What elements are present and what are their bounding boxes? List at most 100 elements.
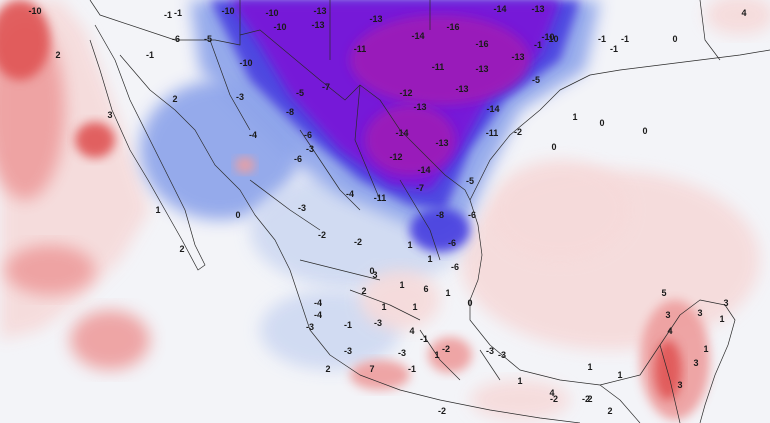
anomaly-value-label: -10: [273, 22, 286, 32]
boundary-line: [209, 39, 251, 131]
anomaly-value-label: 1: [445, 288, 450, 298]
anomaly-value-label: -5: [466, 176, 474, 186]
anomaly-value-label: 0: [467, 298, 472, 308]
anomaly-blob: [470, 380, 570, 420]
anomaly-value-label: -1: [174, 8, 182, 18]
anomaly-value-label: -16: [475, 39, 488, 49]
anomaly-value-label: 2: [55, 50, 60, 60]
anomaly-value-label: -2: [438, 406, 446, 416]
anomaly-value-label: -6: [172, 34, 180, 44]
anomaly-blob: [5, 245, 95, 295]
boundary-line: [299, 259, 381, 281]
anomaly-value-label: -14: [417, 165, 430, 175]
anomaly-value-label: 1: [407, 240, 412, 250]
anomaly-value-label: -16: [446, 22, 459, 32]
boundary-line: [469, 199, 736, 423]
anomaly-blob: [0, 0, 50, 80]
anomaly-value-label: 0: [235, 210, 240, 220]
anomaly-value-label: 1: [703, 344, 708, 354]
anomaly-value-label: 4: [741, 8, 746, 18]
anomaly-value-label: -7: [322, 82, 330, 92]
anomaly-value-label: -1: [598, 34, 606, 44]
anomaly-value-label: 1: [399, 280, 404, 290]
anomaly-value-label: 0: [642, 126, 647, 136]
anomaly-value-label: -1: [420, 334, 428, 344]
anomaly-value-label: -13: [531, 4, 544, 14]
anomaly-value-label: -1: [408, 364, 416, 374]
anomaly-value-label: 4: [667, 326, 672, 336]
anomaly-value-label: -3: [298, 203, 306, 213]
anomaly-value-label: 0: [672, 34, 677, 44]
anomaly-value-label: 0: [369, 266, 374, 276]
boundary-line: [299, 129, 361, 211]
anomaly-value-label: -11: [486, 128, 499, 138]
boundary-line: [479, 349, 501, 381]
anomaly-value-label: -1: [164, 10, 172, 20]
anomaly-value-label: -13: [369, 14, 382, 24]
anomaly-value-label: 3: [697, 308, 702, 318]
anomaly-value-label: -1: [610, 44, 618, 54]
anomaly-value-label: -14: [395, 128, 408, 138]
anomaly-value-label: 1: [587, 362, 592, 372]
anomaly-value-label: -3: [306, 144, 314, 154]
anomaly-value-label: 2: [172, 94, 177, 104]
anomaly-value-label: -3: [398, 348, 406, 358]
anomaly-value-label: -6: [304, 130, 312, 140]
anomaly-value-label: -13: [313, 6, 326, 16]
anomaly-value-label: -14: [486, 104, 499, 114]
anomaly-value-label: -2: [354, 237, 362, 247]
anomaly-value-label: -3: [306, 322, 314, 332]
boundary-line: [469, 49, 770, 201]
anomaly-value-label: -13: [455, 84, 468, 94]
anomaly-value-label: -4: [249, 130, 257, 140]
anomaly-value-label: 1: [434, 350, 439, 360]
anomaly-value-label: 4: [549, 388, 554, 398]
anomaly-value-label: -13: [511, 52, 524, 62]
anomaly-value-label: 2: [325, 364, 330, 374]
anomaly-value-label: 3: [693, 358, 698, 368]
boundary-line: [349, 289, 421, 321]
anomaly-value-label: -2: [550, 394, 558, 404]
anomaly-value-label: -11: [354, 44, 367, 54]
anomaly-value-label: -4: [314, 310, 322, 320]
anomaly-value-label: -3: [344, 346, 352, 356]
anomaly-blob: [350, 15, 530, 105]
anomaly-value-label: -6: [468, 210, 476, 220]
anomaly-value-label: -6: [294, 154, 302, 164]
boundary-line: [599, 384, 641, 423]
anomaly-value-label: 1: [517, 376, 522, 386]
anomaly-value-label: 1: [412, 302, 417, 312]
anomaly-value-label: 1: [572, 112, 577, 122]
anomaly-value-label: 2: [607, 406, 612, 416]
anomaly-value-label: -8: [286, 107, 294, 117]
anomaly-value-label: -12: [389, 152, 402, 162]
anomaly-value-label: -10: [541, 32, 554, 42]
anomaly-value-label: -11: [432, 62, 445, 72]
anomaly-value-label: 2: [587, 394, 592, 404]
anomaly-blob: [410, 208, 470, 252]
anomaly-value-label: -10: [545, 34, 558, 44]
anomaly-value-label: -5: [204, 34, 212, 44]
boundary-line: [89, 0, 471, 201]
anomaly-value-label: 0: [599, 118, 604, 128]
anomaly-value-label: -3: [486, 346, 494, 356]
anomaly-value-label: -3: [498, 350, 506, 360]
boundary-line: [419, 329, 461, 381]
anomaly-value-labels: -10 -1 -10 -10 -13 -14 -13-6 -5-10 -13 -16-13-11-…: [28, 4, 746, 416]
anomaly-blob: [360, 270, 440, 330]
anomaly-value-label: -13: [475, 64, 488, 74]
boundary-line: [249, 179, 321, 231]
anomaly-value-label: 0: [551, 142, 556, 152]
anomaly-blob: [654, 340, 682, 400]
anomaly-value-label: 2: [179, 244, 184, 254]
anomaly-value-label: -1: [621, 34, 629, 44]
anomaly-value-label: 1: [617, 370, 622, 380]
anomaly-blob: [70, 310, 150, 370]
anomaly-value-label: -13: [413, 102, 426, 112]
anomaly-value-label: 1: [427, 254, 432, 264]
anomaly-value-label: -6: [448, 238, 456, 248]
anomaly-value-label: 3: [665, 310, 670, 320]
anomaly-value-label: 3: [677, 380, 682, 390]
anomaly-value-label: 1: [719, 314, 724, 324]
